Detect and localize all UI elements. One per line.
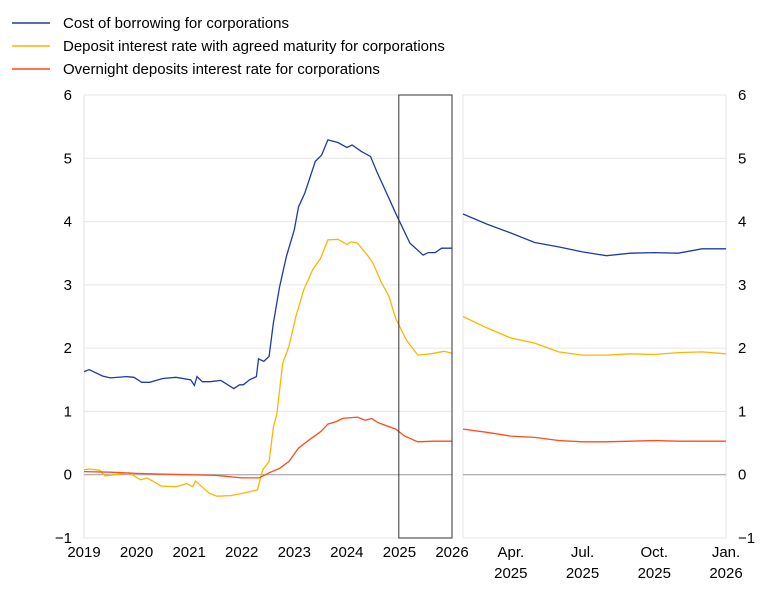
y-tick-label-right: 0 bbox=[738, 467, 746, 484]
y-tick-label-right: −1 bbox=[738, 530, 755, 547]
x-tick-month-label: Jul. bbox=[571, 544, 594, 561]
x-tick-label-left: 2019 bbox=[67, 544, 100, 561]
y-tick-label-right: 6 bbox=[738, 87, 746, 104]
y-tick-label-left: 1 bbox=[64, 403, 72, 420]
y-tick-label-left: 2 bbox=[64, 340, 72, 357]
series-line-right bbox=[462, 315, 727, 356]
x-tick-year-label: 2026 bbox=[709, 565, 742, 582]
x-tick-label-left: 2026 bbox=[435, 544, 468, 561]
y-tick-label-right: 2 bbox=[738, 340, 746, 357]
x-tick-label-left: 2020 bbox=[120, 544, 153, 561]
x-tick-year-label: 2025 bbox=[566, 565, 599, 582]
y-tick-label-left: −1 bbox=[55, 530, 72, 547]
series-line-left bbox=[83, 238, 453, 497]
series-line-right bbox=[462, 428, 726, 443]
highlight-box bbox=[398, 94, 453, 539]
series-line-left bbox=[83, 139, 452, 390]
x-tick-year-label: 2025 bbox=[494, 565, 527, 582]
x-tick-label-left: 2024 bbox=[330, 544, 363, 561]
x-tick-month-label: Apr. bbox=[497, 544, 524, 561]
y-tick-label-left: 6 bbox=[64, 87, 72, 104]
y-tick-label-left: 0 bbox=[64, 467, 72, 484]
y-tick-label-left: 4 bbox=[64, 214, 72, 231]
x-tick-label-left: 2023 bbox=[278, 544, 311, 561]
x-tick-label-left: 2021 bbox=[172, 544, 205, 561]
x-tick-month-label: Jan. bbox=[712, 544, 740, 561]
y-tick-label-left: 5 bbox=[64, 150, 72, 167]
x-tick-label-left: 2025 bbox=[383, 544, 416, 561]
x-tick-month-label: Oct. bbox=[641, 544, 669, 561]
legend-label: Cost of borrowing for corporations bbox=[63, 15, 289, 32]
legend-label: Deposit interest rate with agreed maturi… bbox=[63, 38, 445, 55]
y-tick-label-right: 3 bbox=[738, 277, 746, 294]
series-line-right bbox=[462, 213, 726, 257]
y-tick-label-right: 4 bbox=[738, 214, 746, 231]
y-tick-label-right: 5 bbox=[738, 150, 746, 167]
x-tick-year-label: 2025 bbox=[638, 565, 671, 582]
y-tick-label-left: 3 bbox=[64, 277, 72, 294]
legend-label: Overnight deposits interest rate for cor… bbox=[63, 61, 380, 78]
series-line-left bbox=[83, 416, 452, 479]
x-tick-label-left: 2022 bbox=[225, 544, 258, 561]
y-tick-label-right: 1 bbox=[738, 403, 746, 420]
